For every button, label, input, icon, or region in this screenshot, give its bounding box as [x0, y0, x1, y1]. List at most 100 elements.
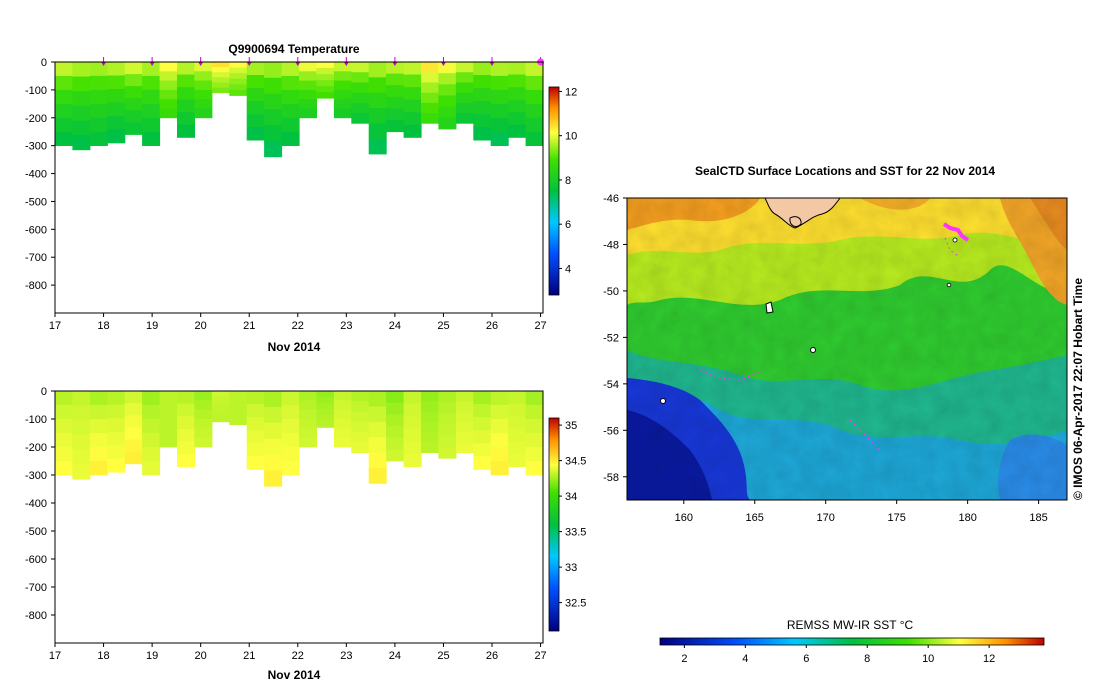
salinity-cell — [299, 400, 317, 410]
temperature-cell — [386, 62, 405, 74]
temperature-y-tick-label: -200 — [25, 113, 47, 125]
sst-cb-tick-label: 12 — [983, 653, 995, 665]
temperature-cell — [490, 117, 509, 133]
temperature-cell — [55, 75, 73, 91]
salinity-cell — [508, 416, 527, 430]
salinity-cell — [368, 406, 387, 423]
temperature-cell — [72, 135, 91, 151]
salinity-cell — [351, 401, 370, 412]
temperature-cell — [55, 103, 73, 119]
salinity-cell — [525, 391, 543, 406]
temperature-cell — [264, 141, 283, 158]
salinity-x-tick-label: 24 — [389, 650, 401, 662]
salinity-cell — [316, 397, 335, 404]
salinity-panel: 0 -100 -200 -300 -400 -500 -600 -700 -800 17 18 19… — [25, 386, 586, 682]
salinity-cb-tick-label: 33 — [565, 562, 577, 574]
salinity-cell — [264, 391, 283, 408]
salinity-cell — [403, 403, 422, 417]
salinity-cell — [455, 421, 474, 433]
temperature-cell — [89, 103, 108, 119]
temperature-title: Q9900694 Temperature — [228, 42, 360, 56]
salinity-cell — [194, 400, 213, 410]
salinity-cell — [246, 443, 265, 457]
temperature-cell — [194, 108, 213, 119]
temperature-cell — [473, 88, 492, 102]
salinity-cell — [55, 447, 73, 462]
salinity-cell — [55, 433, 73, 448]
salinity-cell — [281, 447, 300, 462]
salinity-y-tick-label: -700 — [25, 582, 47, 594]
temperature-cell — [299, 80, 317, 91]
salinity-cell — [351, 432, 370, 443]
salinity-cell — [421, 442, 439, 453]
temperature-cell — [473, 62, 492, 76]
temperature-cell — [351, 113, 370, 124]
map-title: SealCTD Surface Locations and SST for 22… — [695, 164, 995, 178]
temperature-cell — [421, 62, 439, 73]
temperature-cell — [403, 112, 422, 126]
temperature-cell — [455, 82, 474, 94]
temperature-cell — [490, 103, 509, 119]
temperature-cell — [351, 72, 370, 83]
temperature-cell — [525, 89, 543, 105]
temperature-cell — [525, 62, 543, 77]
salinity-cell — [159, 391, 178, 401]
salinity-x-tick-label: 27 — [534, 650, 546, 662]
temperature-cell — [333, 80, 352, 91]
temperature-x-tick-label: 19 — [146, 320, 158, 332]
temperature-cell — [107, 129, 126, 144]
temperature-cell — [490, 75, 509, 91]
temperature-cell — [124, 74, 143, 87]
sst-field — [627, 198, 1067, 500]
temperature-cell — [473, 114, 492, 128]
temperature-cell — [299, 62, 317, 72]
salinity-cell — [508, 428, 527, 442]
salinity-cell — [246, 456, 265, 470]
salinity-cell — [299, 391, 317, 401]
salinity-cell — [368, 468, 387, 484]
salinity-y-tick-label: -400 — [25, 498, 47, 510]
salinity-cell — [351, 411, 370, 423]
temperature-cell — [89, 117, 108, 133]
seal-track — [942, 222, 970, 242]
temperature-cell — [281, 75, 300, 91]
temperature-cell — [421, 113, 439, 124]
salinity-cell — [246, 404, 265, 418]
temperature-cell — [159, 108, 178, 119]
salinity-cell — [316, 409, 335, 416]
land-campbell-island — [810, 347, 816, 353]
temperature-cell — [421, 102, 439, 114]
temperature-cell — [55, 117, 73, 133]
temperature-x-tick-label: 23 — [340, 320, 352, 332]
temperature-cell — [316, 68, 335, 75]
salinity-cell — [525, 447, 543, 462]
temperature-cell — [89, 131, 108, 146]
salinity-cb-tick-label: 35 — [565, 420, 577, 432]
temperature-cell — [281, 62, 300, 77]
salinity-cell — [316, 403, 335, 410]
salinity-cell — [281, 419, 300, 434]
salinity-cell — [194, 419, 213, 429]
salinity-cell — [177, 441, 195, 455]
salinity-cell — [229, 407, 248, 414]
salinity-y-tick-label: -800 — [25, 610, 47, 622]
temperature-y-tick-label: -700 — [25, 252, 47, 264]
temperature-cell — [177, 62, 195, 75]
map-y-tick-label: -46 — [603, 193, 619, 205]
salinity-x-axis: 17 18 19 20 21 22 23 24 25 26 27 — [49, 643, 547, 662]
salinity-cell — [281, 461, 300, 476]
salinity-cell — [194, 409, 213, 420]
salinity-cell — [386, 391, 405, 404]
temperature-cell — [421, 82, 439, 94]
salinity-cell — [438, 413, 457, 425]
map-x-tick-label: 160 — [675, 512, 693, 524]
salinity-cell — [72, 464, 91, 480]
temperature-cell — [211, 72, 230, 78]
temperature-cell — [421, 72, 439, 83]
land-macquarie-island — [660, 398, 666, 404]
salinity-cell — [55, 405, 73, 420]
temperature-cell — [72, 76, 91, 92]
temperature-cell — [386, 96, 405, 109]
profile-marker-head — [149, 62, 155, 66]
salinity-cell — [55, 391, 73, 406]
